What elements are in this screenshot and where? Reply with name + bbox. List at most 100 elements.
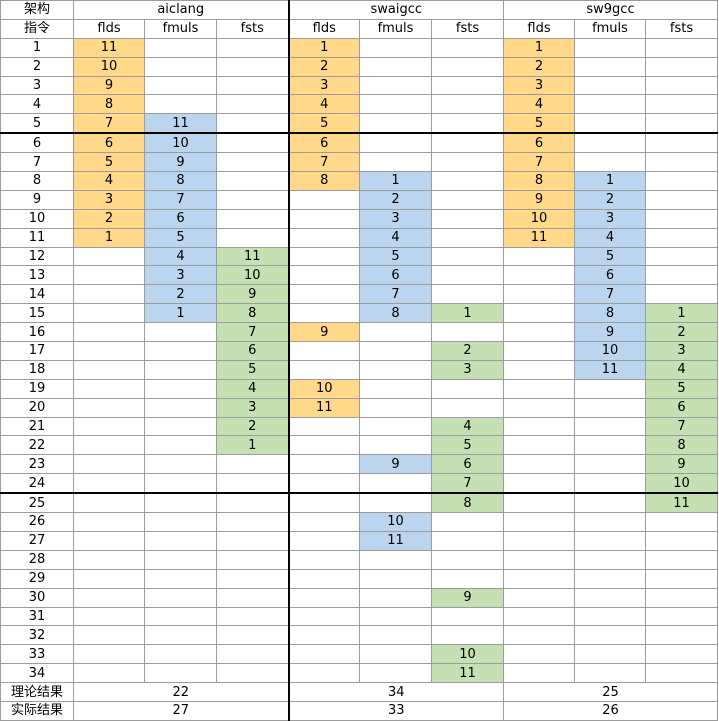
cell-flds <box>73 435 145 456</box>
col-header-flds: flds <box>287 18 360 39</box>
cell-fsts <box>431 378 504 399</box>
schedule-row: 12 4 11 5 5 <box>0 246 718 267</box>
cell-fmuls <box>574 113 646 135</box>
cell-fsts: 3 <box>216 397 289 418</box>
instruction-index: 26 <box>0 512 74 532</box>
cell-fsts <box>645 606 718 627</box>
cell-fmuls <box>574 549 646 570</box>
schedule-row: 24 7 10 <box>0 473 718 495</box>
cell-fmuls <box>144 397 217 418</box>
schedule-body: 1 11 1 1 2 10 2 2 3 9 3 3 4 8 4 4 5 7 11 5 5 6 6 10 6 6 7 5 9 7 7 8 4 8 8 1… <box>0 37 718 684</box>
instruction-index: 25 <box>0 492 74 514</box>
cell-fsts: 11 <box>216 246 289 267</box>
cell-fmuls <box>144 587 217 608</box>
cell-flds <box>287 530 360 551</box>
instruction-index: 11 <box>0 227 74 248</box>
instruction-index: 34 <box>0 663 74 684</box>
cell-fsts: 9 <box>645 454 718 475</box>
theory-result-row: 理论结果 22 34 25 <box>0 682 718 702</box>
cell-flds: 9 <box>73 75 145 96</box>
cell-fsts <box>431 171 504 191</box>
cell-fsts <box>431 549 504 570</box>
cell-flds <box>73 644 145 665</box>
cell-fsts <box>431 56 504 77</box>
cell-fsts <box>216 512 289 532</box>
cell-flds: 5 <box>503 113 575 135</box>
corner-label-architecture: 架构 <box>0 0 74 20</box>
cell-fsts: 11 <box>645 492 718 514</box>
cell-fmuls <box>359 75 432 96</box>
cell-flds <box>287 208 360 229</box>
col-header-flds: flds <box>503 18 575 39</box>
schedule-row: 17 6 2 10 3 <box>0 341 718 361</box>
cell-flds <box>503 530 575 551</box>
col-header-fsts: fsts <box>431 18 504 39</box>
cell-flds <box>503 378 575 399</box>
cell-fmuls <box>574 56 646 77</box>
cell-flds: 5 <box>287 113 360 135</box>
cell-flds <box>287 435 360 456</box>
cell-flds: 8 <box>287 171 360 191</box>
cell-fmuls: 8 <box>359 303 432 324</box>
cell-flds <box>73 322 145 343</box>
cell-fsts <box>645 625 718 646</box>
cell-fsts <box>216 113 289 135</box>
cell-fsts <box>431 397 504 418</box>
cell-fmuls <box>359 322 432 343</box>
cell-flds <box>503 625 575 646</box>
instruction-index: 12 <box>0 246 74 267</box>
cell-fsts <box>431 75 504 96</box>
cell-fmuls <box>574 152 646 173</box>
cell-fsts <box>431 94 504 115</box>
cell-fsts: 7 <box>431 473 504 495</box>
schedule-row: 25 8 11 <box>0 492 718 514</box>
cell-flds <box>73 492 145 514</box>
cell-fsts: 1 <box>431 303 504 324</box>
cell-fmuls <box>359 94 432 115</box>
schedule-row: 10 2 6 3 10 3 <box>0 208 718 229</box>
cell-fmuls: 5 <box>359 246 432 267</box>
cell-flds <box>287 284 360 305</box>
cell-flds <box>287 359 360 380</box>
cell-flds: 4 <box>287 94 360 115</box>
instruction-index: 30 <box>0 587 74 608</box>
cell-fsts <box>431 512 504 532</box>
cell-fmuls <box>574 492 646 514</box>
cell-flds <box>287 587 360 608</box>
cell-flds: 11 <box>287 397 360 418</box>
cell-fmuls: 11 <box>144 113 217 135</box>
cell-flds <box>73 568 145 589</box>
cell-fsts <box>645 227 718 248</box>
cell-flds <box>503 359 575 380</box>
cell-flds <box>503 246 575 267</box>
schedule-row: 2 10 2 2 <box>0 56 718 77</box>
schedule-row: 20 3 11 6 <box>0 397 718 418</box>
cell-fmuls <box>144 530 217 551</box>
cell-fmuls: 10 <box>574 341 646 361</box>
cell-fmuls <box>359 663 432 684</box>
cell-fmuls <box>144 37 217 58</box>
cell-fmuls <box>574 435 646 456</box>
cell-fsts <box>645 568 718 589</box>
cell-flds: 4 <box>73 171 145 191</box>
cell-fsts <box>216 492 289 514</box>
instruction-index: 19 <box>0 378 74 399</box>
schedule-row: 13 3 10 6 6 <box>0 265 718 286</box>
cell-fsts <box>216 189 289 210</box>
cell-fmuls <box>359 606 432 627</box>
cell-fsts: 9 <box>216 284 289 305</box>
cell-fsts <box>216 606 289 627</box>
cell-flds: 1 <box>287 37 360 58</box>
cell-fsts: 10 <box>216 265 289 286</box>
cell-fmuls <box>359 132 432 154</box>
cell-flds <box>287 303 360 324</box>
cell-fmuls: 11 <box>574 359 646 380</box>
instruction-index: 29 <box>0 568 74 589</box>
cell-fmuls: 11 <box>359 530 432 551</box>
cell-fmuls: 4 <box>359 227 432 248</box>
cell-fsts <box>431 37 504 58</box>
cell-flds <box>503 587 575 608</box>
cell-fsts <box>431 530 504 551</box>
